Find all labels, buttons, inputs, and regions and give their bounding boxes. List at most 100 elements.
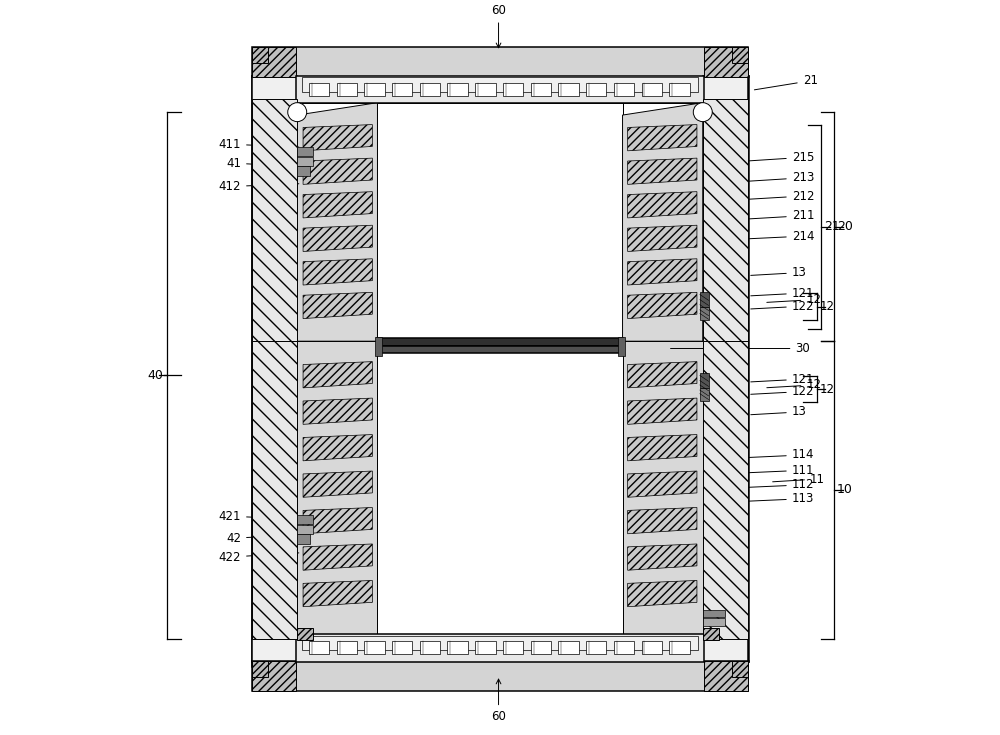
Polygon shape [252, 661, 296, 692]
Polygon shape [628, 544, 697, 570]
Bar [447, 641, 468, 654]
Bar [732, 661, 748, 677]
Text: 112: 112 [740, 478, 814, 492]
Text: 213: 213 [747, 171, 814, 184]
Text: 11: 11 [773, 473, 825, 486]
Bar [447, 83, 468, 96]
Bar [377, 338, 623, 345]
Bar [531, 641, 551, 654]
Bar [296, 634, 704, 662]
Bar [297, 628, 313, 639]
Bar [614, 641, 634, 654]
Bar [642, 641, 662, 654]
Polygon shape [297, 103, 377, 341]
Bar [297, 157, 313, 166]
Polygon shape [628, 471, 697, 498]
Text: 12: 12 [767, 379, 821, 392]
Polygon shape [303, 507, 372, 534]
Bar [558, 83, 579, 96]
Polygon shape [252, 99, 297, 341]
Text: 60: 60 [491, 679, 506, 723]
Bar [392, 641, 412, 654]
Bar [392, 83, 412, 96]
Bar [618, 337, 625, 356]
Bar [703, 609, 725, 617]
Polygon shape [303, 158, 372, 184]
Polygon shape [303, 581, 372, 606]
Bar [302, 77, 698, 92]
Polygon shape [704, 46, 748, 77]
Bar [669, 641, 690, 654]
Bar [614, 83, 634, 96]
Polygon shape [252, 46, 296, 77]
Bar [252, 76, 297, 667]
Bar [475, 83, 496, 96]
Circle shape [288, 103, 307, 121]
Bar [586, 641, 606, 654]
Polygon shape [628, 362, 697, 388]
Text: 42: 42 [226, 531, 292, 545]
Polygon shape [704, 661, 748, 692]
Polygon shape [297, 341, 377, 639]
Text: 40: 40 [148, 369, 164, 382]
Bar [337, 641, 357, 654]
Bar [375, 337, 382, 356]
Bar [703, 628, 719, 639]
Polygon shape [303, 362, 372, 388]
Text: 20: 20 [837, 220, 853, 233]
Text: 12: 12 [819, 383, 834, 396]
Polygon shape [628, 124, 697, 151]
Text: 13: 13 [751, 406, 807, 418]
Polygon shape [628, 293, 697, 318]
Text: 114: 114 [742, 448, 814, 462]
Polygon shape [628, 225, 697, 251]
Bar [703, 618, 725, 625]
Bar [297, 103, 377, 641]
Text: 411: 411 [219, 137, 299, 151]
Text: 30: 30 [671, 342, 810, 355]
Bar [420, 641, 440, 654]
Circle shape [693, 103, 712, 121]
Bar [337, 83, 357, 96]
Polygon shape [303, 471, 372, 498]
Bar [309, 83, 329, 96]
Bar [252, 46, 268, 62]
Polygon shape [303, 544, 372, 570]
Polygon shape [703, 99, 748, 341]
Text: 111: 111 [740, 464, 814, 477]
Bar [732, 46, 748, 62]
Polygon shape [303, 398, 372, 424]
Polygon shape [303, 259, 372, 285]
Polygon shape [628, 192, 697, 218]
Bar [623, 103, 703, 641]
Bar [558, 641, 579, 654]
Bar [531, 83, 551, 96]
Polygon shape [628, 434, 697, 461]
Bar [669, 83, 690, 96]
Polygon shape [252, 341, 297, 639]
Text: 122: 122 [751, 300, 814, 312]
Bar [503, 83, 523, 96]
Bar [309, 641, 329, 654]
Text: 121: 121 [751, 287, 814, 300]
Polygon shape [628, 507, 697, 534]
Bar [297, 534, 310, 544]
Polygon shape [303, 434, 372, 461]
Bar [420, 83, 440, 96]
Text: 215: 215 [749, 151, 814, 164]
Text: 41: 41 [226, 157, 292, 170]
Bar [700, 388, 709, 401]
Bar [297, 514, 313, 523]
Bar [252, 661, 268, 677]
Text: 412: 412 [219, 180, 299, 193]
Bar [302, 636, 698, 650]
Text: 13: 13 [751, 266, 807, 279]
Text: 21: 21 [754, 74, 818, 90]
Polygon shape [703, 341, 748, 639]
Text: 212: 212 [743, 190, 814, 203]
Polygon shape [628, 398, 697, 424]
Text: 122: 122 [751, 385, 814, 398]
Bar [586, 83, 606, 96]
Bar [703, 76, 748, 667]
Bar [252, 46, 748, 77]
